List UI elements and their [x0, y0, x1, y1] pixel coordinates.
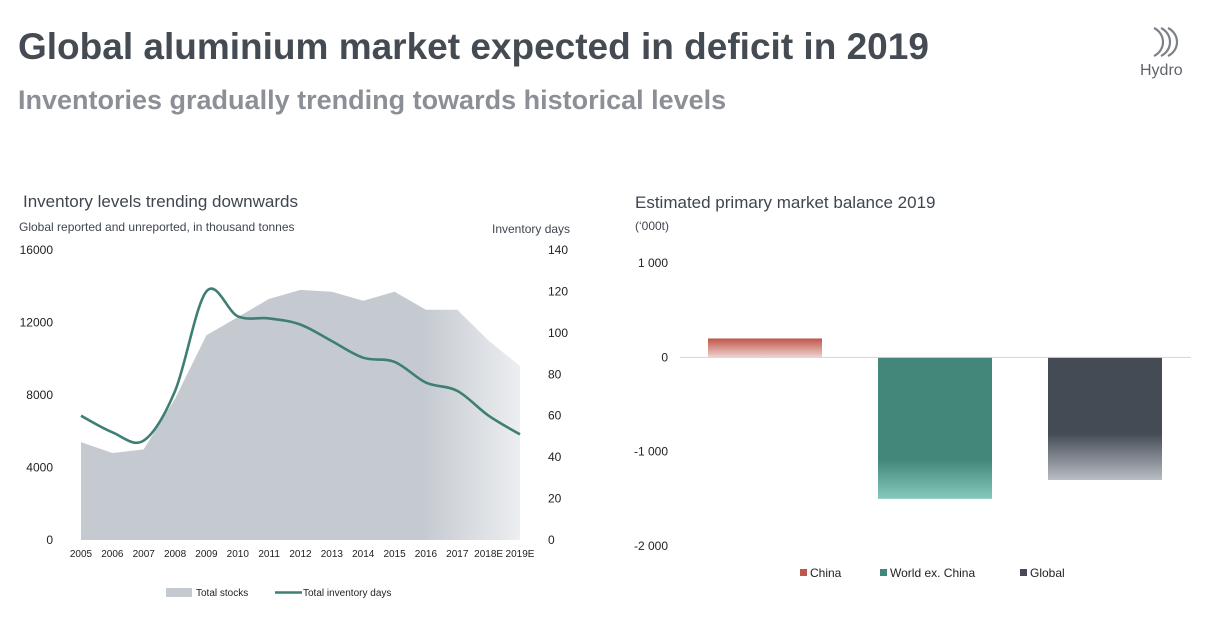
legend-label-inventory-days: Total inventory days	[303, 588, 391, 599]
legend-swatch	[1020, 569, 1027, 576]
x-tick-label: 2019E	[506, 549, 535, 560]
total-stocks-area	[81, 289, 520, 540]
y-tick-label: 12000	[20, 316, 54, 330]
y2-tick-label: 80	[548, 367, 562, 381]
x-tick-label: 2012	[289, 549, 312, 560]
bar-y-tick-label: 1 000	[638, 256, 668, 270]
inventory-area-chart: 0 4000 8000 12000 16000 0 20 40 60 80 100 120 140 2…	[20, 243, 569, 599]
y2-tick-label: 20	[548, 492, 562, 506]
y-tick-label: 4000	[26, 461, 53, 475]
bar-y-tick-label: 0	[661, 350, 668, 364]
page-subtitle: Inventories gradually trending towards h…	[18, 85, 727, 115]
right-chart-unit-label: (‘000t)	[635, 219, 670, 233]
legend-label-total-stocks: Total stocks	[196, 588, 248, 599]
y-tick-label: 0	[46, 533, 53, 547]
x-tick-label: 2015	[383, 549, 406, 560]
y2-tick-label: 120	[548, 284, 568, 298]
page-title: Global aluminium market expected in defi…	[18, 26, 929, 67]
y2-tick-label: 60	[548, 409, 562, 423]
bar-global	[1048, 357, 1162, 480]
x-tick-label: 2018E	[474, 549, 503, 560]
y2-tick-label: 40	[548, 450, 562, 464]
x-tick-label: 2010	[227, 549, 250, 560]
x-tick-label: 2016	[415, 549, 438, 560]
bar-y-tick-label: -1 000	[634, 445, 668, 459]
legend-swatch	[880, 569, 887, 576]
x-tick-label: 2008	[164, 549, 187, 560]
bar-y-tick-label: -2 000	[634, 539, 668, 553]
legend-swatch-total-stocks	[166, 588, 192, 597]
y-tick-label: 16000	[20, 243, 54, 257]
logo-text: Hydro	[1140, 62, 1183, 79]
x-tick-label: 2006	[101, 549, 124, 560]
bar-china	[708, 338, 822, 358]
legend-swatch	[800, 569, 807, 576]
x-tick-label: 2011	[258, 549, 280, 560]
hydro-logo-icon	[1153, 27, 1179, 57]
x-tick-label: 2007	[133, 549, 156, 560]
x-tick-label: 2005	[70, 549, 93, 560]
x-tick-label: 2013	[321, 549, 344, 560]
x-tick-label: 2017	[446, 549, 469, 560]
y2-tick-label: 0	[548, 533, 555, 547]
x-tick-label: 2009	[195, 549, 218, 560]
inventory-days-line	[80, 287, 521, 445]
x-tick-label: 2014	[352, 549, 375, 560]
y2-tick-label: 140	[548, 243, 568, 257]
y2-tick-label: 100	[548, 326, 568, 340]
right-chart-title: Estimated primary market balance 2019	[635, 193, 936, 212]
left-chart-title: Inventory levels trending downwards	[23, 192, 298, 211]
legend-label: World ex. China	[890, 566, 975, 580]
right-axis-label: Inventory days	[492, 222, 571, 236]
bar-world-ex-china	[878, 357, 992, 499]
legend-label: Global	[1030, 566, 1065, 580]
left-chart-subtitle: Global reported and unreported, in thous…	[19, 220, 295, 234]
legend-label: China	[810, 566, 842, 580]
y-tick-label: 8000	[26, 388, 53, 402]
